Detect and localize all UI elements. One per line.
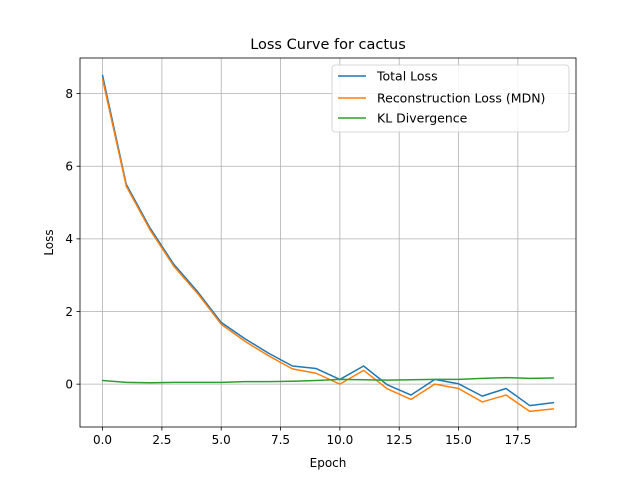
- series-line-reconstruction-loss-mdn: [101, 78, 555, 413]
- legend-label-kl-divergence: KL Divergence: [377, 111, 468, 126]
- legend-box: [331, 64, 570, 133]
- x-tick-label: 10.0: [327, 433, 354, 447]
- y-tick-label: 4: [65, 232, 73, 246]
- x-tick-label: 5.0: [212, 433, 231, 447]
- x-tick-label: 0.0: [93, 433, 112, 447]
- legend-label-total-loss: Total Loss: [376, 69, 438, 84]
- series-line-total-loss: [101, 74, 555, 407]
- x-axis-ticks: 0.0 2.5 5.0 7.5 10.0 12.5 15.0 17.5: [93, 427, 531, 447]
- y-axis-ticks: 0 2 4 6 8: [65, 87, 80, 391]
- y-axis-label: Loss: [42, 229, 56, 255]
- y-tick-label: 8: [65, 87, 73, 101]
- x-tick-label: 12.5: [386, 433, 413, 447]
- legend: Total Loss Reconstruction Loss (MDN) KL …: [331, 64, 570, 133]
- y-tick-label: 0: [65, 377, 73, 391]
- chart-title: Loss Curve for cactus: [250, 37, 406, 53]
- x-tick-label: 7.5: [271, 433, 290, 447]
- x-tick-label: 17.5: [504, 433, 531, 447]
- x-tick-label: 15.0: [445, 433, 472, 447]
- legend-label-reconstruction-loss: Reconstruction Loss (MDN): [377, 91, 545, 106]
- x-axis-label: Epoch: [310, 456, 347, 470]
- series-lines: [101, 74, 555, 413]
- x-tick-label: 2.5: [152, 433, 171, 447]
- plot-frame: [79, 57, 577, 428]
- series-line-kl-divergence: [101, 376, 555, 384]
- y-tick-label: 6: [65, 160, 73, 174]
- y-tick-label: 2: [65, 305, 73, 319]
